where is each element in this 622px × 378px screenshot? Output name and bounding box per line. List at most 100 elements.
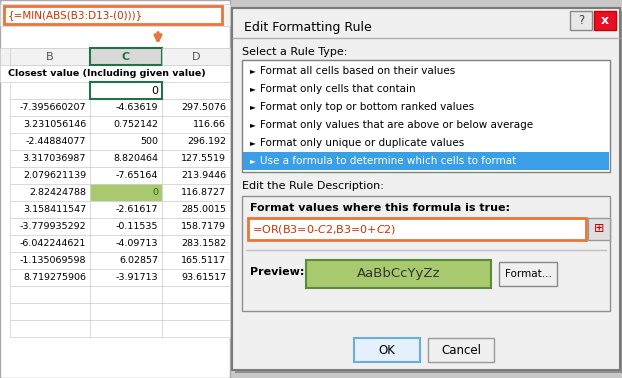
Text: ►: ► bbox=[250, 156, 256, 166]
Bar bbox=[0, 48, 230, 65]
Text: 116.8727: 116.8727 bbox=[181, 188, 226, 197]
Text: Edit Formatting Rule: Edit Formatting Rule bbox=[244, 22, 372, 34]
Text: ►: ► bbox=[250, 102, 256, 112]
Bar bbox=[235, 11, 622, 373]
Text: C: C bbox=[122, 51, 130, 62]
Text: {=MIN(ABS(B3:D13-(0)))}: {=MIN(ABS(B3:D13-(0)))} bbox=[8, 10, 143, 20]
Bar bbox=[162, 235, 230, 252]
Bar bbox=[10, 184, 90, 201]
Text: OK: OK bbox=[379, 344, 396, 356]
Bar bbox=[162, 184, 230, 201]
Bar bbox=[10, 116, 90, 133]
Bar bbox=[162, 303, 230, 320]
Bar bbox=[90, 201, 162, 218]
Text: Format...: Format... bbox=[504, 269, 552, 279]
Text: 93.61517: 93.61517 bbox=[181, 273, 226, 282]
Bar bbox=[10, 235, 90, 252]
Text: 283.1582: 283.1582 bbox=[181, 239, 226, 248]
Bar bbox=[10, 252, 90, 269]
Bar bbox=[90, 320, 162, 337]
Bar bbox=[232, 8, 620, 370]
Bar bbox=[90, 99, 162, 116]
Bar bbox=[90, 218, 162, 235]
Bar bbox=[10, 286, 90, 303]
Bar bbox=[242, 60, 610, 172]
Text: Select a Rule Type:: Select a Rule Type: bbox=[242, 47, 347, 57]
Bar bbox=[10, 99, 90, 116]
Bar bbox=[10, 133, 90, 150]
Text: 0: 0 bbox=[152, 188, 158, 197]
Text: Format only unique or duplicate values: Format only unique or duplicate values bbox=[260, 138, 464, 148]
Bar bbox=[10, 303, 90, 320]
Bar bbox=[243, 152, 609, 170]
Text: =OR(B3=0-$C$2,B3=0+$C$2): =OR(B3=0-$C$2,B3=0+$C$2) bbox=[252, 223, 396, 235]
Text: ►: ► bbox=[250, 121, 256, 130]
Text: 2.82424788: 2.82424788 bbox=[29, 188, 86, 197]
Text: Format values where this formula is true:: Format values where this formula is true… bbox=[250, 203, 510, 213]
Bar bbox=[10, 269, 90, 286]
Bar bbox=[90, 48, 162, 65]
Bar bbox=[90, 235, 162, 252]
Text: 2.079621139: 2.079621139 bbox=[23, 171, 86, 180]
Bar bbox=[90, 184, 162, 201]
Text: ►: ► bbox=[250, 85, 256, 93]
Bar bbox=[306, 260, 491, 288]
Bar bbox=[10, 167, 90, 184]
Bar bbox=[162, 48, 230, 65]
Text: -0.11535: -0.11535 bbox=[116, 222, 158, 231]
Text: -3.779935292: -3.779935292 bbox=[19, 222, 86, 231]
Bar bbox=[90, 269, 162, 286]
Text: Format only top or bottom ranked values: Format only top or bottom ranked values bbox=[260, 102, 474, 112]
Text: -6.042244621: -6.042244621 bbox=[20, 239, 86, 248]
Bar bbox=[162, 133, 230, 150]
Text: 3.317036987: 3.317036987 bbox=[22, 154, 86, 163]
Text: 8.820464: 8.820464 bbox=[113, 154, 158, 163]
Bar bbox=[499, 262, 557, 286]
Bar bbox=[594, 11, 616, 30]
Bar bbox=[10, 320, 90, 337]
Text: 116.66: 116.66 bbox=[193, 120, 226, 129]
Text: Closest value (Including given value): Closest value (Including given value) bbox=[8, 69, 206, 78]
Bar bbox=[428, 338, 494, 362]
Bar bbox=[162, 286, 230, 303]
Text: Format only values that are above or below average: Format only values that are above or bel… bbox=[260, 120, 533, 130]
Bar bbox=[90, 303, 162, 320]
Bar bbox=[90, 252, 162, 269]
Text: -7.395660207: -7.395660207 bbox=[19, 103, 86, 112]
Text: AaBbCcYyZz: AaBbCcYyZz bbox=[357, 268, 440, 280]
Text: 3.158411547: 3.158411547 bbox=[23, 205, 86, 214]
Bar bbox=[354, 338, 420, 362]
Text: ?: ? bbox=[578, 14, 584, 27]
Bar bbox=[242, 196, 610, 311]
Bar bbox=[162, 320, 230, 337]
Text: 6.02857: 6.02857 bbox=[119, 256, 158, 265]
Bar bbox=[162, 252, 230, 269]
Text: 3.231056146: 3.231056146 bbox=[23, 120, 86, 129]
Text: x: x bbox=[601, 14, 609, 27]
Text: ►: ► bbox=[250, 67, 256, 76]
Bar bbox=[162, 82, 230, 99]
Bar bbox=[162, 99, 230, 116]
Bar bbox=[10, 201, 90, 218]
Text: 0: 0 bbox=[151, 85, 158, 96]
Text: D: D bbox=[192, 51, 200, 62]
Text: 285.0015: 285.0015 bbox=[181, 205, 226, 214]
Bar bbox=[162, 218, 230, 235]
Bar bbox=[10, 82, 90, 99]
Text: ⊞: ⊞ bbox=[594, 223, 604, 235]
Bar bbox=[10, 150, 90, 167]
Text: -4.09713: -4.09713 bbox=[116, 239, 158, 248]
Text: -1.135069598: -1.135069598 bbox=[19, 256, 86, 265]
Text: -4.63619: -4.63619 bbox=[116, 103, 158, 112]
Bar bbox=[162, 201, 230, 218]
Text: 297.5076: 297.5076 bbox=[181, 103, 226, 112]
Text: 127.5519: 127.5519 bbox=[181, 154, 226, 163]
Text: 158.7179: 158.7179 bbox=[181, 222, 226, 231]
Text: 165.5117: 165.5117 bbox=[181, 256, 226, 265]
Text: Cancel: Cancel bbox=[441, 344, 481, 356]
Bar bbox=[0, 65, 230, 82]
Bar bbox=[162, 150, 230, 167]
Bar bbox=[162, 116, 230, 133]
Bar bbox=[4, 6, 222, 24]
Text: B: B bbox=[46, 51, 54, 62]
